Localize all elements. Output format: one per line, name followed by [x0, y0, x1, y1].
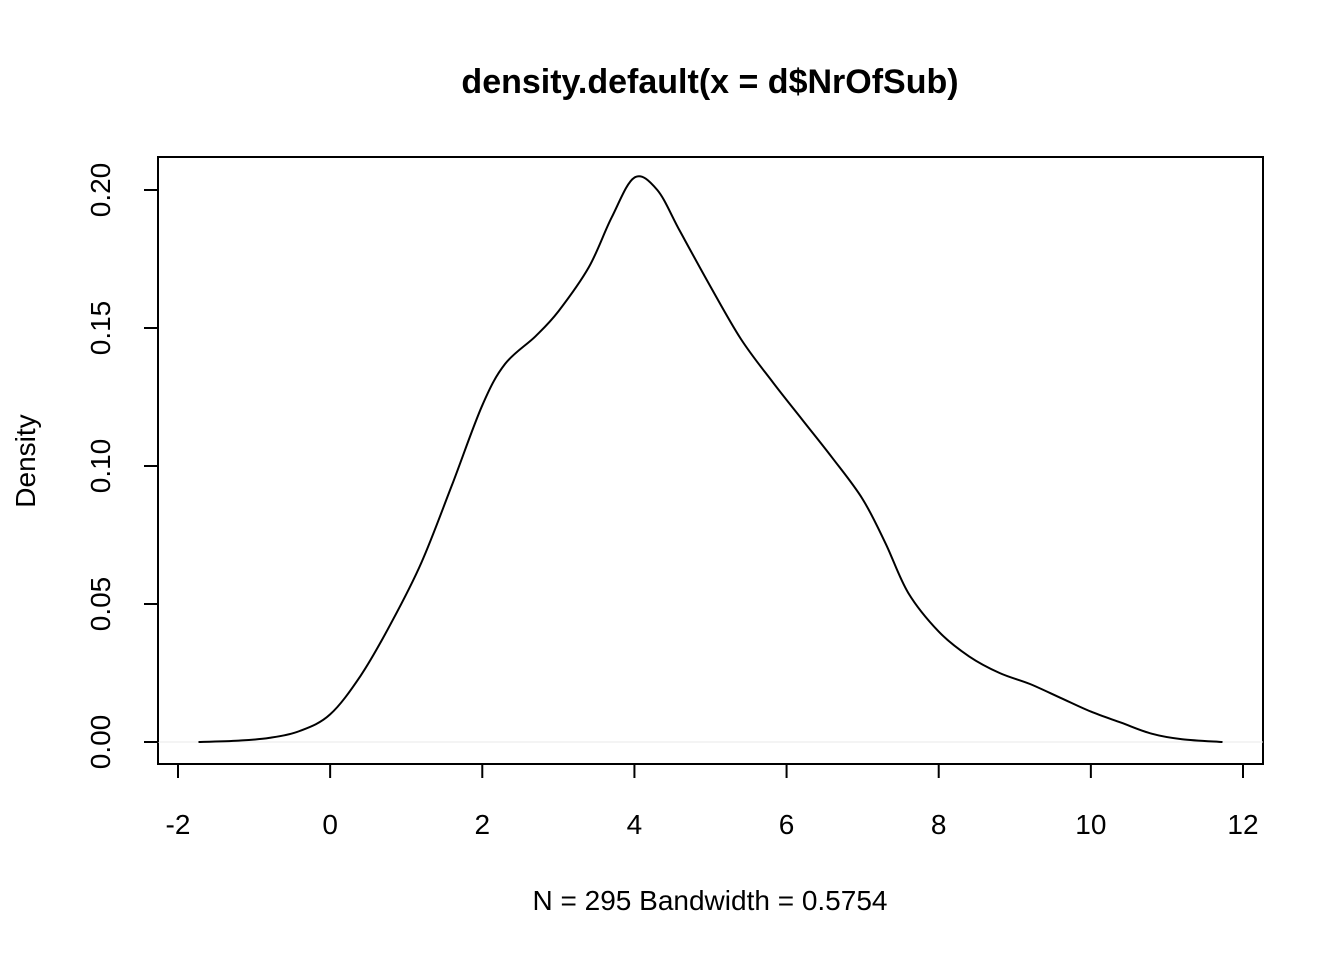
x-tick-label: 10 — [1075, 809, 1106, 840]
series-layer — [198, 175, 1223, 743]
y-tick-label: 0.05 — [85, 577, 116, 632]
y-tick-label: 0.00 — [85, 715, 116, 770]
x-axis-label: N = 295 Bandwidth = 0.5754 — [533, 885, 888, 916]
x-tick-label: 8 — [931, 809, 947, 840]
x-tick-label: 2 — [474, 809, 490, 840]
x-tick-label: 4 — [627, 809, 643, 840]
x-axis: -2 0 2 4 6 8 10 12 — [166, 763, 1259, 840]
y-tick-label: 0.10 — [85, 439, 116, 494]
chart-title: density.default(x = d$NrOfSub) — [461, 63, 958, 101]
density-curve — [198, 175, 1223, 743]
y-axis: 0.00 0.05 0.10 0.15 0.20 — [85, 163, 159, 770]
y-axis-label: Density — [10, 414, 41, 507]
y-tick-label: 0.20 — [85, 163, 116, 218]
x-tick-label: 6 — [779, 809, 795, 840]
x-tick-label: 12 — [1227, 809, 1258, 840]
x-tick-label: 0 — [322, 809, 338, 840]
y-tick-label: 0.15 — [85, 301, 116, 356]
x-tick-label: -2 — [166, 809, 191, 840]
